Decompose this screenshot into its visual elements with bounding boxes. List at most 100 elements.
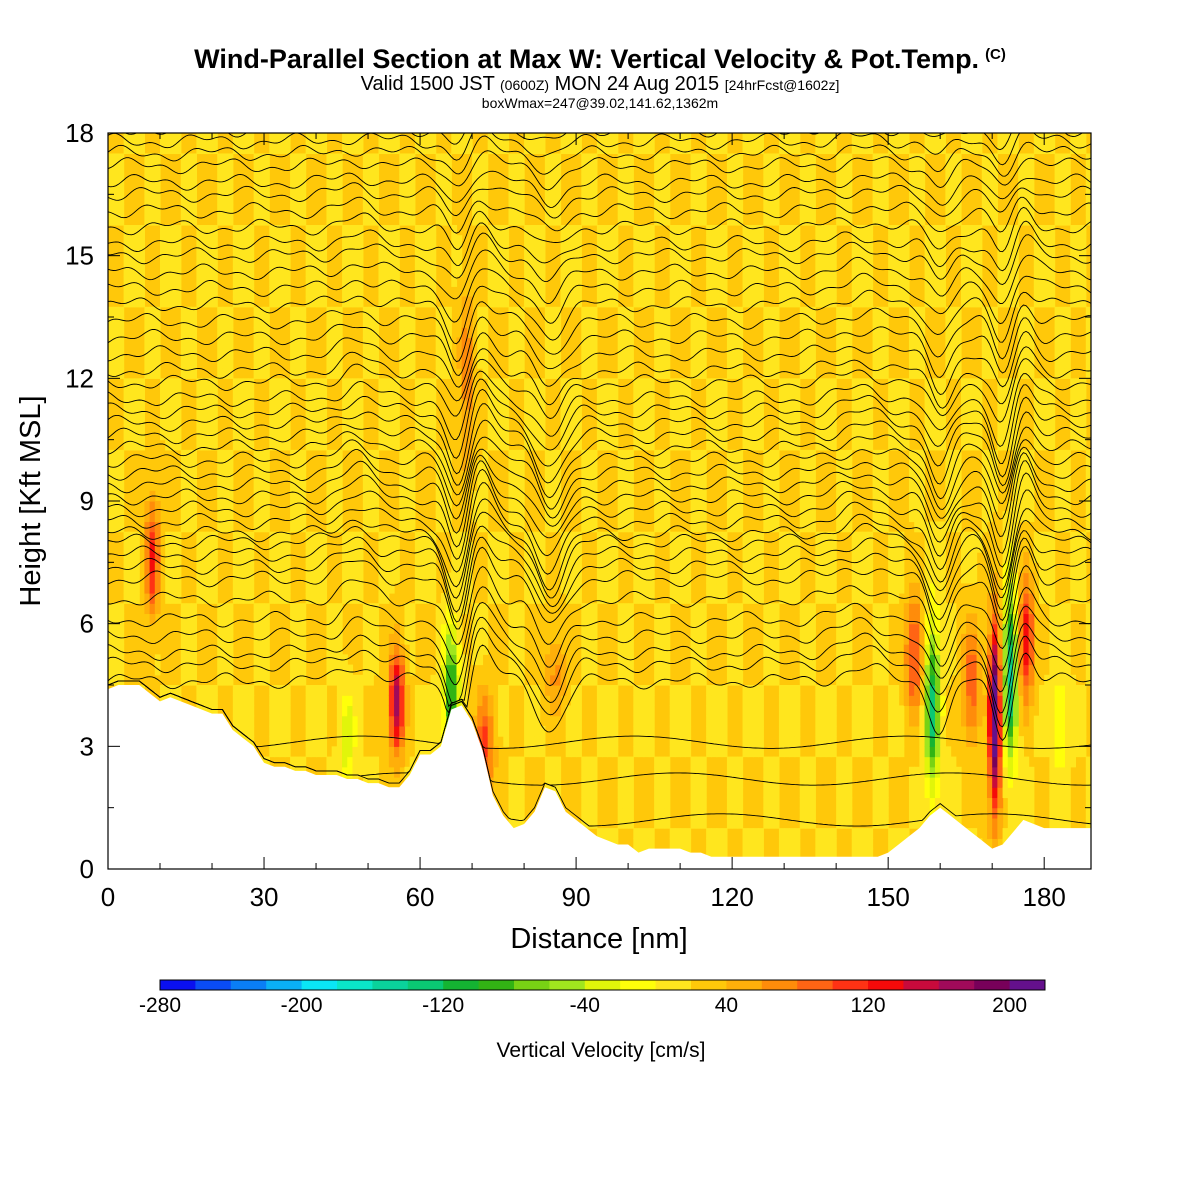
velocity-cell	[425, 572, 432, 584]
velocity-cell	[279, 531, 286, 543]
velocity-cell	[654, 501, 660, 512]
velocity-cell	[550, 674, 556, 686]
velocity-cell	[518, 194, 525, 206]
velocity-cell	[373, 347, 380, 359]
velocity-cell	[466, 429, 473, 441]
velocity-cell	[622, 807, 629, 819]
velocity-cell	[175, 133, 182, 144]
velocity-cell	[498, 286, 504, 298]
velocity-cell	[295, 327, 302, 339]
velocity-cell	[409, 357, 416, 369]
velocity-cell	[399, 357, 406, 369]
forecast-tag: [24hrFcst@1602z]	[724, 77, 840, 93]
velocity-cell	[586, 654, 593, 666]
velocity-cell	[186, 194, 192, 206]
velocity-cell	[643, 746, 650, 758]
velocity-cell	[602, 143, 608, 155]
velocity-cell	[732, 787, 738, 799]
velocity-cell	[430, 746, 437, 758]
velocity-cell	[690, 777, 697, 788]
velocity-cell	[768, 327, 775, 339]
velocity-cell	[404, 501, 411, 512]
velocity-cell	[243, 541, 250, 553]
velocity-cell	[664, 644, 671, 655]
velocity-cell	[638, 541, 645, 553]
velocity-cell	[732, 644, 738, 655]
velocity-cell	[544, 204, 551, 216]
velocity-cell	[482, 357, 489, 369]
velocity-cell	[669, 572, 676, 584]
velocity-cell	[316, 685, 322, 696]
velocity-cell	[565, 582, 572, 594]
velocity-cell	[612, 143, 619, 155]
velocity-cell	[331, 184, 338, 195]
velocity-cell	[212, 388, 218, 400]
velocity-cell	[284, 736, 291, 747]
velocity-cell	[420, 429, 426, 441]
velocity-cell	[747, 398, 754, 410]
velocity-cell	[269, 276, 276, 287]
velocity-cell	[217, 153, 224, 165]
velocity-cell	[695, 449, 702, 461]
velocity-cell	[222, 460, 229, 471]
velocity-cell	[279, 429, 286, 441]
velocity-cell	[321, 572, 328, 584]
velocity-cell	[732, 460, 738, 471]
velocity-cell	[466, 562, 473, 574]
velocity-cell	[160, 255, 166, 267]
velocity-cell	[212, 265, 218, 277]
velocity-cell	[581, 449, 588, 461]
velocity-cell	[539, 133, 546, 144]
velocity-cell	[414, 552, 421, 563]
velocity-cell	[482, 644, 489, 655]
velocity-cell	[394, 235, 400, 247]
velocity-cell	[685, 715, 692, 727]
velocity-cell	[716, 715, 723, 727]
velocity-cell	[810, 449, 816, 461]
velocity-cell	[758, 736, 764, 747]
velocity-cell	[388, 429, 395, 441]
velocity-cell	[544, 337, 551, 349]
velocity-cell	[706, 695, 712, 707]
velocity-cell	[815, 746, 822, 758]
velocity-cell	[430, 695, 437, 707]
velocity-cell	[477, 173, 484, 185]
velocity-cell	[612, 378, 619, 390]
velocity-cell	[654, 756, 660, 768]
velocity-cell	[430, 685, 437, 696]
velocity-cell	[565, 593, 572, 604]
velocity-cell	[784, 235, 790, 247]
velocity-cell	[165, 593, 172, 604]
velocity-cell	[186, 644, 192, 655]
velocity-cell	[108, 460, 114, 471]
velocity-cell	[414, 143, 421, 155]
velocity-cell	[680, 255, 686, 267]
velocity-cell	[357, 265, 364, 277]
velocity-cell	[513, 194, 520, 206]
velocity-cell	[773, 460, 780, 471]
velocity-cell	[555, 449, 562, 461]
velocity-cell	[217, 347, 224, 359]
velocity-cell	[446, 695, 452, 707]
velocity-cell	[602, 439, 608, 451]
velocity-cell	[498, 388, 504, 400]
velocity-cell	[737, 521, 744, 533]
velocity-cell	[388, 644, 395, 655]
velocity-cell	[388, 388, 395, 400]
velocity-cell	[643, 286, 650, 298]
velocity-cell	[201, 541, 208, 553]
velocity-cell	[581, 214, 588, 226]
velocity-cell	[674, 419, 681, 431]
velocity-cell	[461, 409, 468, 420]
velocity-cell	[310, 715, 317, 727]
velocity-cell	[576, 255, 582, 267]
velocity-cell	[529, 296, 536, 308]
velocity-cell	[180, 470, 187, 482]
velocity-cell	[258, 654, 265, 666]
velocity-cell	[212, 685, 218, 696]
velocity-cell	[706, 562, 712, 574]
velocity-cell	[726, 449, 733, 461]
velocity-cell	[284, 133, 291, 144]
velocity-cell	[123, 572, 130, 584]
velocity-cell	[399, 153, 406, 165]
